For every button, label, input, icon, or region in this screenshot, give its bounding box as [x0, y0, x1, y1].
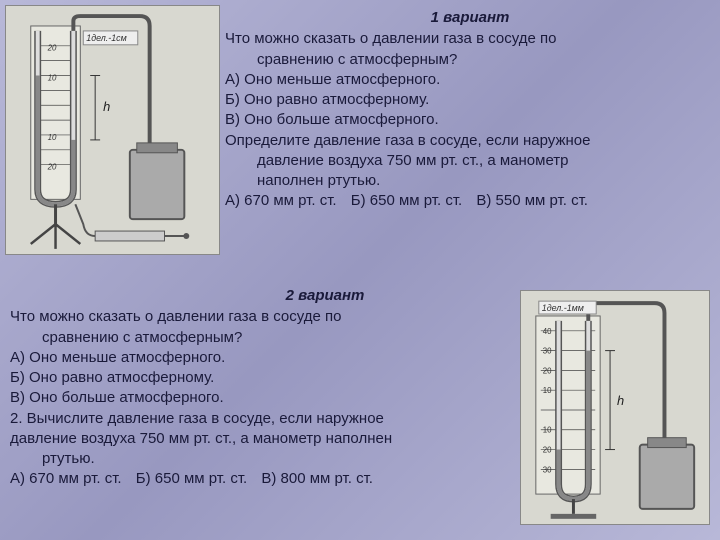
variant-2-title: 2 вариант	[10, 286, 520, 306]
v2-q1-line1: Что можно сказать о давлении газа в сосу…	[10, 307, 520, 327]
manometer-diagram-2: 40 30 20 10 10 20 30 h 1дел.-1мм	[520, 290, 710, 525]
svg-text:30: 30	[543, 465, 552, 474]
v1-q1-opt-c: В) Оно больше атмосферного.	[225, 110, 715, 130]
v1-q2-line1: Определите давление газа в сосуде, если …	[225, 131, 715, 151]
v2-q2-opt-a: А) 670 мм рт. ст.	[10, 470, 122, 487]
h-label-2: h	[617, 393, 624, 408]
v1-q1-line2: сравнению с атмосферным?	[225, 50, 715, 70]
v2-q1-line2: сравнению с атмосферным?	[10, 328, 520, 348]
v1-q2-opt-c: В) 550 мм рт. ст.	[476, 192, 588, 209]
scale-10a: 10	[48, 73, 57, 82]
v2-q2-opt-c: В) 800 мм рт. ст.	[261, 470, 373, 487]
svg-text:10: 10	[543, 386, 552, 395]
svg-text:10: 10	[543, 426, 552, 435]
v2-q2-line1: 2. Вычислите давление газа в сосуде, есл…	[10, 409, 520, 429]
v1-q2-line2: давление воздуха 750 мм рт. ст., а маном…	[225, 151, 715, 171]
v1-q2-options: А) 670 мм рт. ст. Б) 650 мм рт. ст. В) 5…	[225, 191, 715, 211]
v2-q1-opt-b: Б) Оно равно атмосферному.	[10, 368, 520, 388]
v2-q2-options: А) 670 мм рт. ст. Б) 650 мм рт. ст. В) 8…	[10, 469, 520, 489]
v1-q1-line1: Что можно сказать о давлении газа в сосу…	[225, 29, 715, 49]
svg-text:20: 20	[543, 366, 552, 375]
v2-q2-opt-b: Б) 650 мм рт. ст.	[136, 470, 247, 487]
manometer-svg-1: 20 10 10 20 h 1дел.-1см	[6, 6, 219, 254]
v1-q2-line3: наполнен ртутью.	[225, 171, 715, 191]
scale-10b: 10	[48, 133, 57, 142]
scale-label-2: 1дел.-1мм	[542, 303, 584, 313]
variant-1-title: 1 вариант	[225, 8, 715, 28]
variant-1-block: 1 вариант Что можно сказать о давлении г…	[225, 8, 715, 212]
svg-text:40: 40	[543, 327, 552, 336]
svg-text:30: 30	[543, 347, 552, 356]
v2-q2-line2: давление воздуха 750 мм рт. ст., а маном…	[10, 429, 520, 449]
v2-q1-opt-a: А) Оно меньше атмосферного.	[10, 348, 520, 368]
manometer-diagram-1: 20 10 10 20 h 1дел.-1см	[5, 5, 220, 255]
h-label-1: h	[103, 99, 110, 114]
scale-20a: 20	[47, 44, 57, 53]
scale-label-1: 1дел.-1см	[86, 33, 127, 43]
scale-20b: 20	[47, 163, 57, 172]
v1-q1-opt-a: А) Оно меньше атмосферного.	[225, 70, 715, 90]
v2-q1-opt-c: В) Оно больше атмосферного.	[10, 388, 520, 408]
manometer-svg-2: 40 30 20 10 10 20 30 h 1дел.-1мм	[521, 291, 709, 524]
v2-q2-line3: ртутью.	[10, 449, 520, 469]
v1-q2-opt-a: А) 670 мм рт. ст.	[225, 192, 337, 209]
v1-q1-opt-b: Б) Оно равно атмосферному.	[225, 90, 715, 110]
variant-2-block: 2 вариант Что можно сказать о давлении г…	[10, 286, 520, 490]
svg-text:20: 20	[543, 446, 552, 455]
v1-q2-opt-b: Б) 650 мм рт. ст.	[351, 192, 462, 209]
